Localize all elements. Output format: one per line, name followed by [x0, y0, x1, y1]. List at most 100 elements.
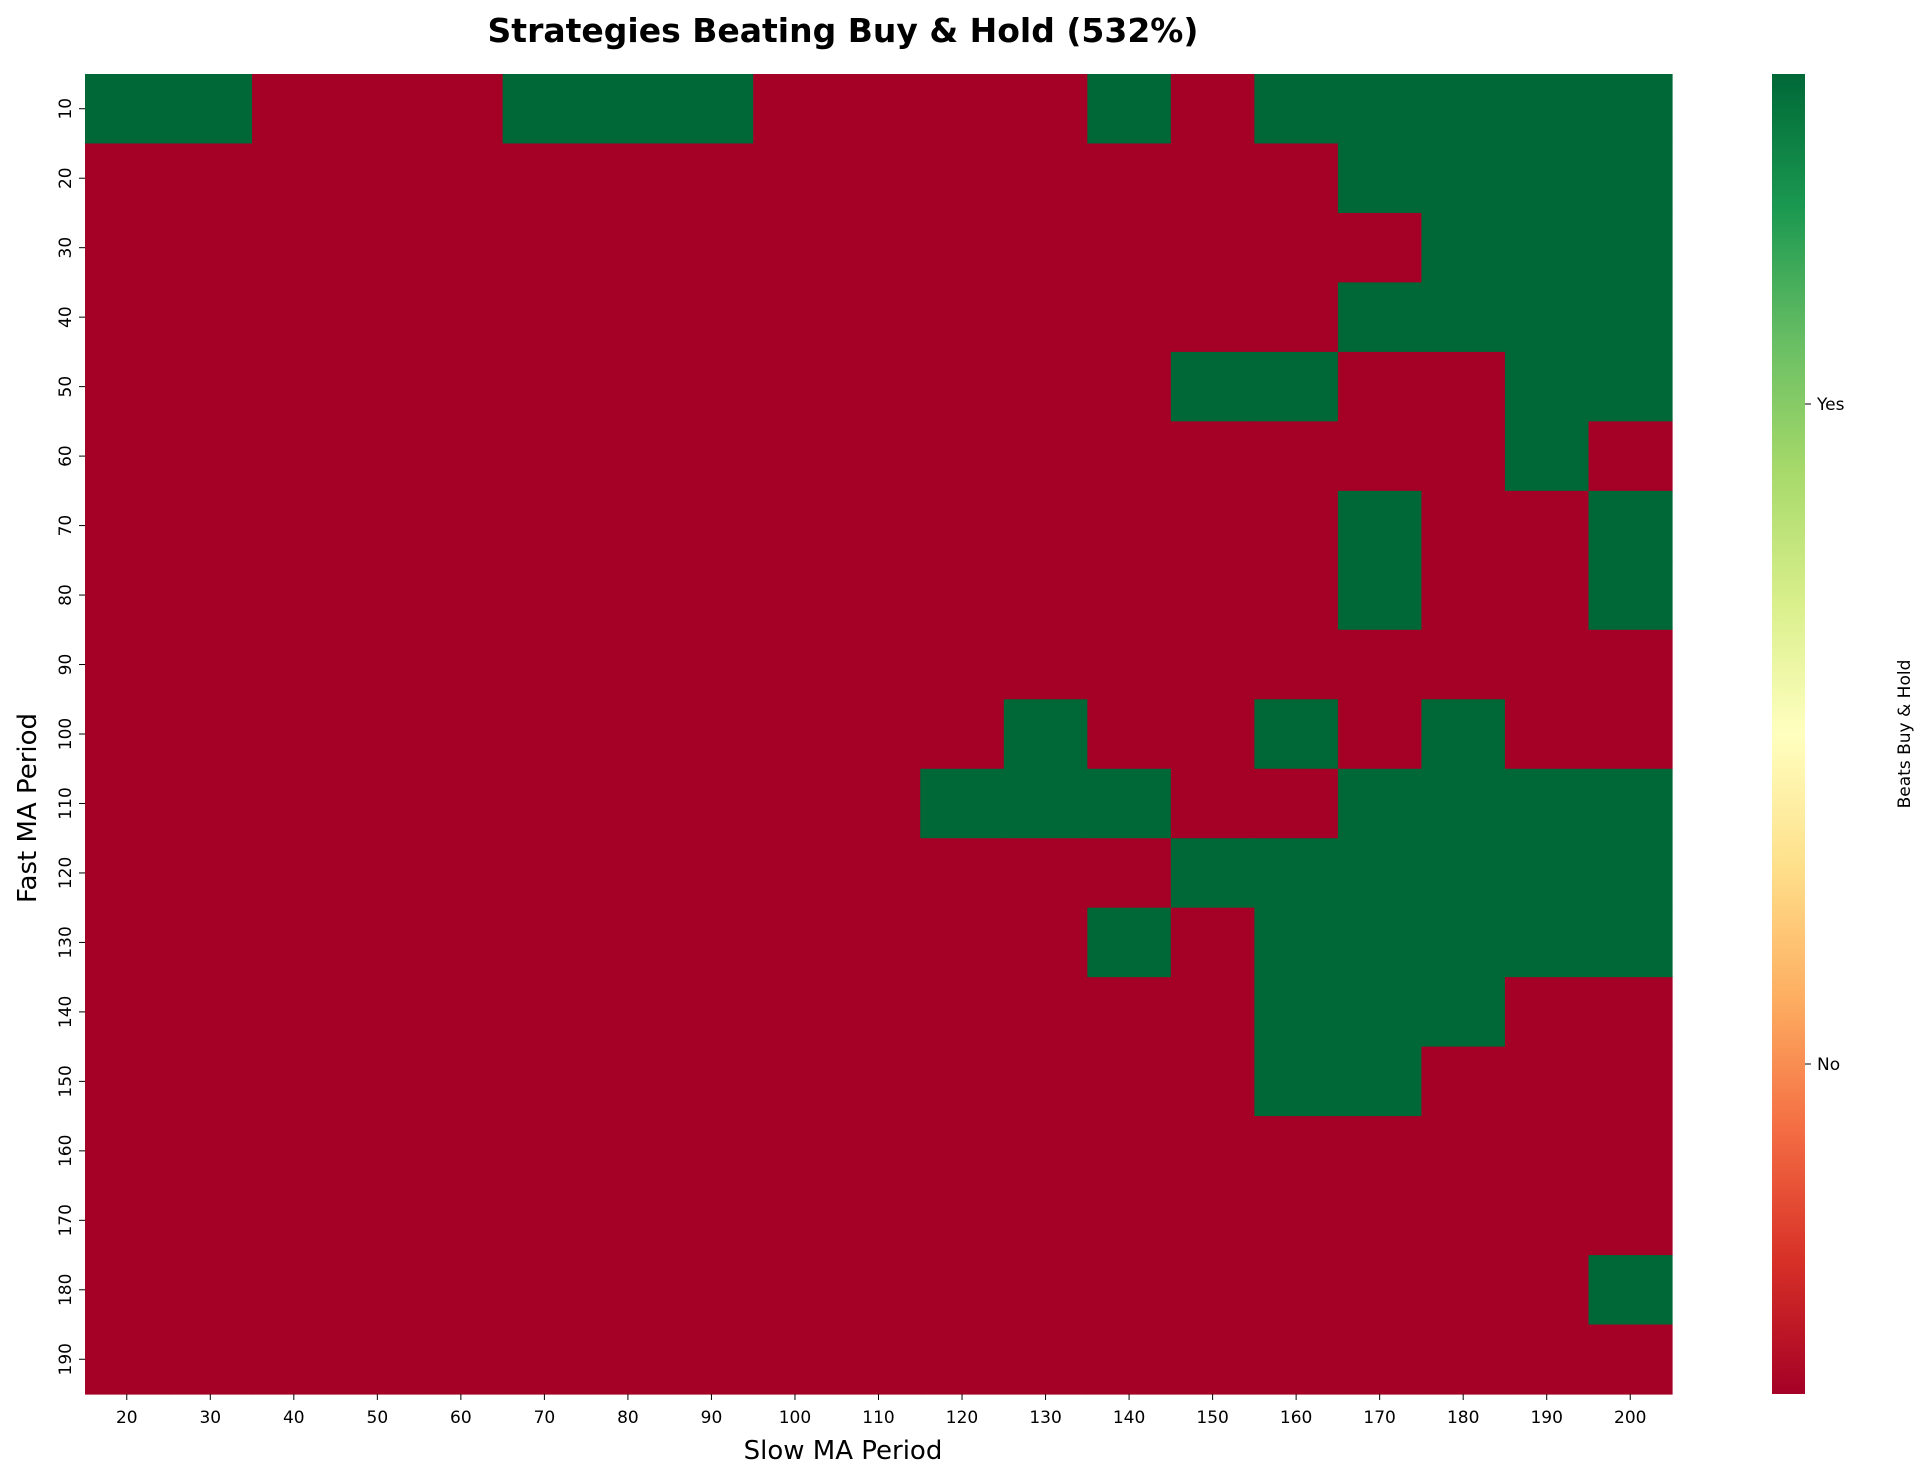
- y-tick-label: 50: [56, 376, 76, 398]
- heatmap-cell: [836, 629, 921, 700]
- heatmap-cell: [1421, 351, 1506, 422]
- heatmap-cell: [1254, 282, 1339, 353]
- y-tick-label: 190: [56, 1343, 76, 1375]
- heatmap-cell: [753, 838, 838, 909]
- heatmap-cell: [502, 143, 587, 214]
- heatmap-cell: [753, 1324, 838, 1395]
- heatmap-cell: [586, 351, 671, 422]
- heatmap-cell: [252, 74, 337, 145]
- heatmap-cell: [85, 768, 170, 839]
- heatmap-cell: [836, 1324, 921, 1395]
- y-tick-label: 150: [56, 1065, 76, 1097]
- heatmap-cell: [1003, 421, 1088, 492]
- heatmap-cell: [502, 838, 587, 909]
- heatmap-cell: [85, 1185, 170, 1256]
- heatmap-cell: [1337, 490, 1423, 561]
- heatmap-cell: [1588, 282, 1673, 353]
- heatmap-cell: [836, 1185, 921, 1256]
- heatmap-cell: [669, 490, 754, 561]
- heatmap-cell: [1337, 1046, 1423, 1117]
- heatmap-cell: [586, 282, 671, 353]
- colorbar-label: Beats Buy & Hold: [1895, 660, 1915, 809]
- heatmap-cell: [1337, 1255, 1423, 1326]
- heatmap-cell: [85, 629, 170, 700]
- heatmap-cell: [1003, 490, 1088, 561]
- y-axis-ticks: 10 20 30 40 50 60 70 80 90 100 110 120 130 140 150 160 1…: [56, 98, 85, 1375]
- heatmap-cell: [586, 421, 671, 492]
- heatmap-cell: [586, 490, 671, 561]
- heatmap-cell: [1504, 1116, 1590, 1187]
- y-tick-label: 30: [56, 237, 76, 259]
- heatmap-cell: [85, 1116, 170, 1187]
- heatmap-cell: [502, 629, 587, 700]
- heatmap-cell: [1087, 1046, 1172, 1117]
- heatmap-cell: [419, 907, 504, 978]
- heatmap-cell: [85, 212, 170, 284]
- y-tick-label: 20: [56, 167, 76, 189]
- y-tick-label: 100: [56, 718, 76, 750]
- heatmap-cell: [920, 907, 1005, 978]
- heatmap-cell: [1588, 490, 1673, 561]
- heatmap-cell: [1003, 560, 1088, 631]
- heatmap-cell: [836, 838, 921, 909]
- x-tick-label: 40: [283, 1408, 305, 1428]
- heatmap-cell: [1087, 629, 1172, 700]
- heatmap-cell: [1337, 282, 1423, 353]
- heatmap-cell: [1087, 282, 1172, 353]
- heatmap-cell: [1588, 351, 1673, 422]
- heatmap-cell: [753, 212, 838, 284]
- heatmap-cell: [669, 421, 754, 492]
- heatmap-cell: [1421, 1255, 1506, 1326]
- heatmap-cell: [502, 421, 587, 492]
- heatmap-cell: [335, 1046, 420, 1117]
- heatmap-cell: [1588, 560, 1673, 631]
- heatmap-cell: [1337, 629, 1423, 700]
- heatmap-cell: [586, 699, 671, 770]
- heatmap-cell: [1170, 421, 1255, 492]
- heatmap-cell: [1087, 699, 1172, 770]
- heatmap-cell: [1003, 977, 1088, 1048]
- heatmap-cell: [836, 977, 921, 1048]
- heatmap-cell: [1254, 699, 1339, 770]
- heatmap-cell: [1421, 1324, 1506, 1395]
- chart-title: Strategies Beating Buy & Hold (532%): [488, 11, 1199, 50]
- heatmap-cell: [1003, 74, 1088, 145]
- heatmap-cell: [335, 768, 420, 839]
- heatmap-cell: [1254, 1116, 1339, 1187]
- heatmap-cell: [669, 212, 754, 284]
- heatmap-cell: [1504, 74, 1590, 145]
- heatmap-cell: [1504, 699, 1590, 770]
- heatmap-cell: [419, 1324, 504, 1395]
- heatmap-cell: [335, 1324, 420, 1395]
- x-tick-label: 60: [450, 1408, 472, 1428]
- heatmap-cell: [419, 560, 504, 631]
- heatmap-cell: [1504, 490, 1590, 561]
- heatmap-cell: [920, 629, 1005, 700]
- heatmap-cell: [1003, 351, 1088, 422]
- heatmap-cell: [168, 351, 253, 422]
- heatmap-cell: [1504, 629, 1590, 700]
- heatmap-cell: [586, 74, 671, 145]
- heatmap-cell: [85, 838, 170, 909]
- heatmap-cell: [669, 143, 754, 214]
- heatmap-cell: [669, 768, 754, 839]
- y-tick-label: 90: [56, 654, 76, 676]
- heatmap-cell: [836, 768, 921, 839]
- heatmap-cell: [1170, 560, 1255, 631]
- heatmap-cell: [586, 977, 671, 1048]
- heatmap-cell: [1003, 1046, 1088, 1117]
- heatmap-cell: [1254, 629, 1339, 700]
- y-tick-label: 10: [56, 98, 76, 120]
- heatmap-cell: [1087, 74, 1172, 145]
- heatmap-cell: [669, 838, 754, 909]
- heatmap-cell: [920, 1324, 1005, 1395]
- y-tick-label: 170: [56, 1204, 76, 1236]
- heatmap-cell: [252, 351, 337, 422]
- heatmap-cell: [1003, 838, 1088, 909]
- heatmap-cell: [419, 143, 504, 214]
- heatmap-cell: [335, 1185, 420, 1256]
- heatmap-cell: [1003, 1255, 1088, 1326]
- y-tick-label: 70: [56, 515, 76, 537]
- x-tick-label: 50: [367, 1408, 389, 1428]
- heatmap-cell: [669, 699, 754, 770]
